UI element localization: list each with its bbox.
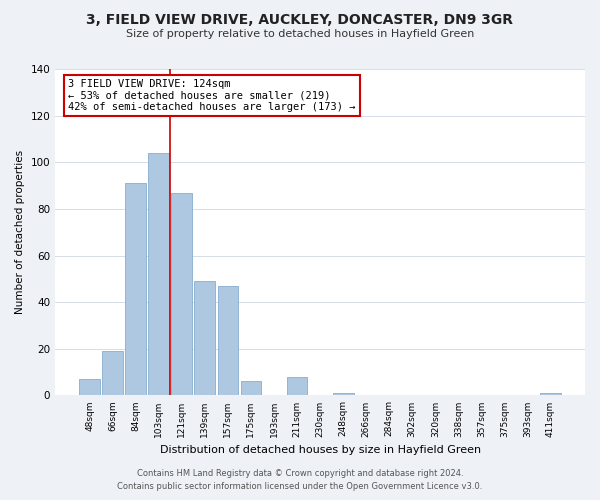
Y-axis label: Number of detached properties: Number of detached properties bbox=[15, 150, 25, 314]
Text: Size of property relative to detached houses in Hayfield Green: Size of property relative to detached ho… bbox=[126, 29, 474, 39]
Bar bbox=[333, 393, 353, 396]
Text: 3, FIELD VIEW DRIVE, AUCKLEY, DONCASTER, DN9 3GR: 3, FIELD VIEW DRIVE, AUCKLEY, DONCASTER,… bbox=[86, 12, 514, 26]
Bar bbox=[218, 286, 238, 396]
Bar bbox=[79, 379, 100, 396]
Bar bbox=[540, 393, 561, 396]
Bar bbox=[125, 184, 146, 396]
Bar bbox=[194, 281, 215, 396]
Bar bbox=[102, 351, 123, 396]
X-axis label: Distribution of detached houses by size in Hayfield Green: Distribution of detached houses by size … bbox=[160, 445, 481, 455]
Text: 3 FIELD VIEW DRIVE: 124sqm
← 53% of detached houses are smaller (219)
42% of sem: 3 FIELD VIEW DRIVE: 124sqm ← 53% of deta… bbox=[68, 79, 356, 112]
Text: Contains HM Land Registry data © Crown copyright and database right 2024.
Contai: Contains HM Land Registry data © Crown c… bbox=[118, 470, 482, 491]
Bar bbox=[172, 192, 192, 396]
Bar bbox=[287, 377, 307, 396]
Bar bbox=[148, 153, 169, 396]
Bar bbox=[241, 382, 262, 396]
